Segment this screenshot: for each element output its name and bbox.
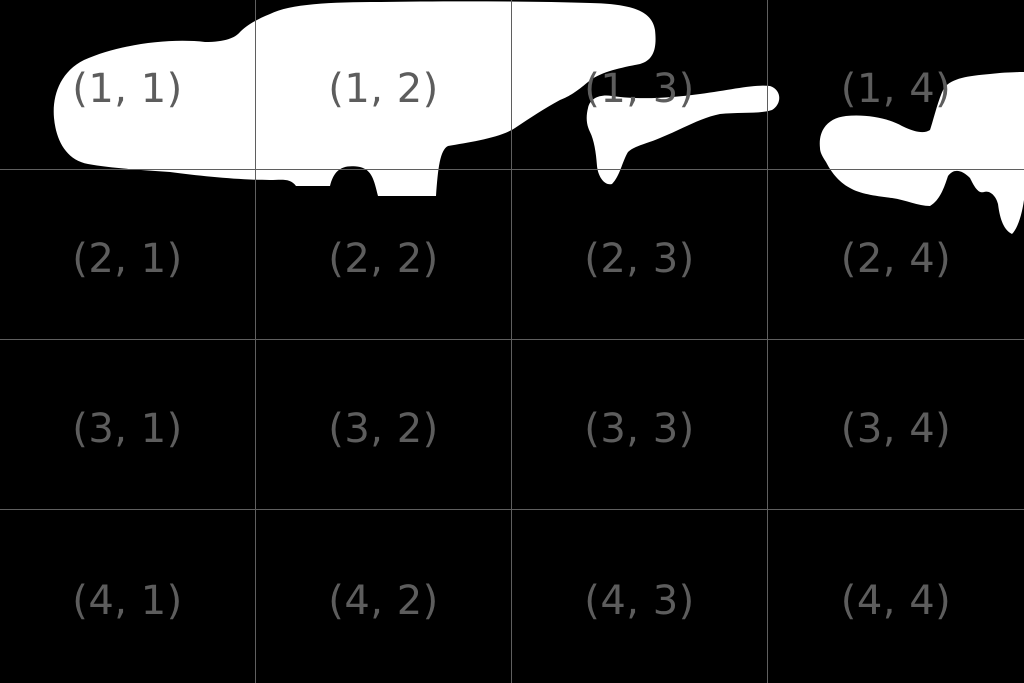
mask-blob-right	[819, 72, 1024, 234]
mask-blob-middle	[586, 85, 780, 185]
mask-blob-left	[53, 1, 656, 197]
